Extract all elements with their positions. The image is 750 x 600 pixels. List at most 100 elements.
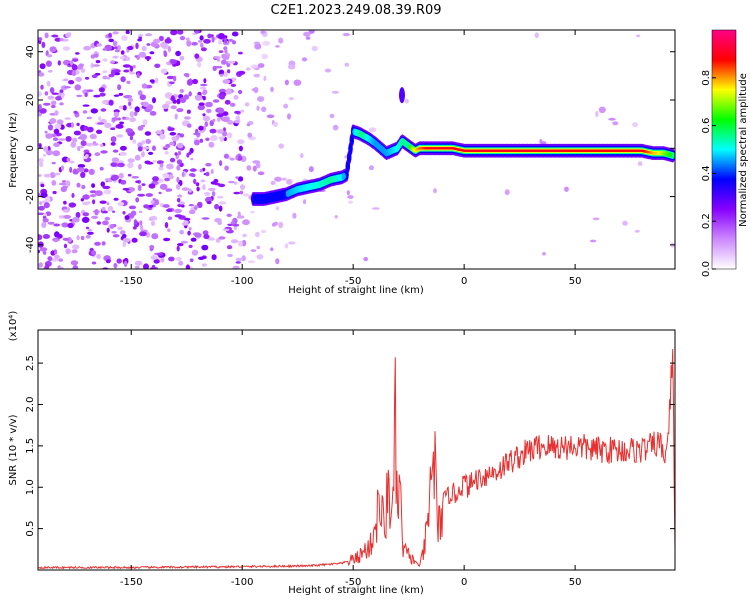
heatmap-cell	[170, 59, 177, 65]
heatmap-ridge-cell	[345, 161, 350, 172]
heatmap-cell	[347, 200, 354, 204]
heatmap-cell	[127, 158, 135, 163]
heatmap-cell	[199, 130, 204, 134]
heatmap-cell	[110, 142, 116, 146]
heatmap-cell	[177, 142, 184, 149]
heatmap-cell	[287, 64, 296, 70]
heatmap-cell	[190, 157, 194, 161]
heatmap-cell	[164, 222, 169, 229]
heatmap-cell	[128, 101, 132, 107]
heatmap-cell	[189, 258, 194, 263]
heatmap-cell	[191, 41, 198, 46]
heatmap-cell	[176, 159, 183, 165]
heatmap-cell	[201, 217, 210, 220]
heatmap-cell	[92, 64, 101, 67]
heatmap-cell	[250, 64, 259, 69]
heatmap-cell	[534, 32, 539, 39]
heatmap-cell	[270, 247, 274, 251]
heatmap-cell	[53, 137, 59, 142]
heatmap-cell	[78, 63, 85, 68]
heatmap-cell	[121, 35, 128, 41]
heatmap-blob	[399, 87, 405, 104]
heatmap-cell	[169, 141, 175, 146]
heatmap-cell	[176, 183, 181, 190]
heatmap-cell	[70, 260, 79, 266]
heatmap-cell	[286, 178, 293, 185]
heatmap-ridge-cell	[348, 143, 353, 154]
heatmap-cell	[404, 98, 409, 104]
heatmap-cell	[45, 263, 50, 269]
heatmap-cell	[54, 110, 59, 116]
heatmap-cell	[199, 138, 204, 143]
heatmap-cell	[101, 241, 106, 246]
heatmap-cell	[284, 243, 289, 249]
heatmap-cell	[137, 184, 142, 191]
heatmap-cell	[142, 101, 149, 108]
heatmap-cell	[49, 46, 57, 53]
heatmap-cell	[151, 264, 156, 269]
heatmap-cell	[40, 84, 44, 90]
heatmap-cell	[292, 212, 297, 219]
heatmap-cell	[170, 105, 177, 110]
colorbar-tick-label: 0.6	[701, 118, 712, 134]
heatmap-cell	[260, 229, 267, 234]
heatmap-cell	[58, 266, 64, 269]
heatmap-cell	[111, 117, 119, 121]
heatmap-cell	[82, 201, 90, 206]
heatmap-cell	[163, 51, 168, 58]
heatmap-cell	[116, 258, 122, 264]
heatmap-cell	[112, 31, 119, 35]
heatmap-cell	[136, 72, 140, 79]
heatmap-cell	[108, 38, 114, 43]
heatmap-cell	[222, 79, 231, 84]
heatmap-cell	[232, 223, 240, 227]
heatmap-cell	[105, 259, 111, 264]
heatmap-cell	[145, 193, 153, 197]
heatmap-cell	[242, 219, 250, 226]
heatmap-cell	[71, 249, 78, 254]
heatmap-cell	[331, 90, 339, 94]
heatmap-cell	[201, 263, 207, 267]
heatmap-cell	[180, 240, 188, 244]
heatmap-cell	[38, 205, 45, 211]
heatmap-cell	[127, 162, 134, 169]
heatmap-cell	[174, 208, 183, 214]
heatmap-cell	[110, 162, 117, 168]
heatmap-cell	[187, 230, 191, 236]
heatmap-cell	[113, 262, 118, 269]
heatmap-cell	[104, 216, 111, 221]
heatmap-cell	[91, 261, 97, 265]
heatmap-cell	[86, 126, 94, 133]
heatmap-cell	[52, 190, 57, 195]
heatmap-cell	[82, 212, 90, 217]
heatmap-x-tick-label: -50	[345, 276, 361, 287]
heatmap-cell	[100, 108, 107, 112]
heatmap-cell	[293, 79, 302, 86]
heatmap-cell	[263, 75, 267, 82]
heatmap-cell	[51, 34, 59, 38]
heatmap-cell	[275, 258, 280, 265]
heatmap-cell	[106, 227, 110, 233]
heatmap-cell	[256, 254, 264, 260]
heatmap-cell	[110, 127, 116, 130]
heatmap-cell	[184, 116, 191, 120]
heatmap-cell	[83, 168, 89, 173]
heatmap-cell	[55, 96, 63, 101]
heatmap-cell	[39, 201, 43, 206]
heatmap-cell	[45, 60, 52, 67]
heatmap-cell	[199, 86, 207, 90]
heatmap-cell	[39, 108, 47, 114]
heatmap-cell	[209, 128, 217, 134]
heatmap-cell	[124, 116, 130, 121]
heatmap-cell	[149, 51, 155, 55]
heatmap-cell	[128, 105, 133, 110]
heatmap-y-label: Frequency (Hz)	[8, 112, 19, 188]
heatmap-cell	[63, 78, 69, 81]
heatmap-cell	[238, 51, 243, 55]
heatmap-cell	[194, 139, 200, 146]
heatmap-cell	[226, 245, 233, 250]
heatmap-cell	[56, 119, 64, 125]
heatmap-cell	[138, 33, 144, 37]
heatmap-cell	[195, 182, 200, 187]
